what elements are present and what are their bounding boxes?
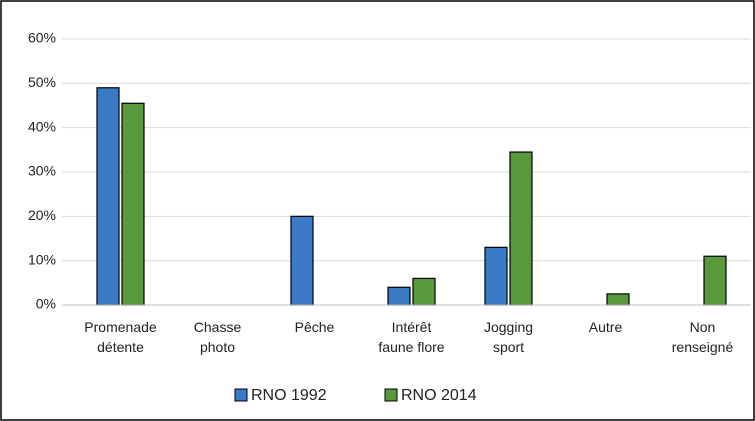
bar xyxy=(412,277,436,306)
bar xyxy=(96,87,120,306)
bar xyxy=(509,151,533,306)
legend-label: RNO 2014 xyxy=(401,387,477,404)
legend-swatch xyxy=(234,388,248,402)
bar xyxy=(484,246,508,306)
x-tick-label: Autre xyxy=(589,319,623,335)
bar xyxy=(606,293,630,306)
x-tick-label: Non renseigné xyxy=(672,319,734,355)
legend-swatch xyxy=(384,388,398,402)
x-tick-label: Jogging sport xyxy=(484,319,533,355)
bar xyxy=(703,255,727,306)
y-tick-label: 0% xyxy=(36,296,56,312)
bar xyxy=(387,286,411,306)
x-tick-label: Intérêt faune flore xyxy=(378,319,444,355)
bar xyxy=(121,102,145,306)
x-tick-label: Chasse photo xyxy=(194,319,242,355)
x-tick-label: Pêche xyxy=(295,319,335,335)
legend-label: RNO 1992 xyxy=(251,387,327,404)
y-tick-label: 60% xyxy=(28,30,56,46)
y-tick-label: 50% xyxy=(28,74,56,90)
y-tick-label: 30% xyxy=(28,163,56,179)
y-tick-label: 20% xyxy=(28,207,56,223)
bar xyxy=(290,215,314,306)
y-tick-label: 10% xyxy=(28,251,56,267)
y-tick-label: 40% xyxy=(28,118,56,134)
x-tick-label: Promenade détente xyxy=(84,319,157,355)
